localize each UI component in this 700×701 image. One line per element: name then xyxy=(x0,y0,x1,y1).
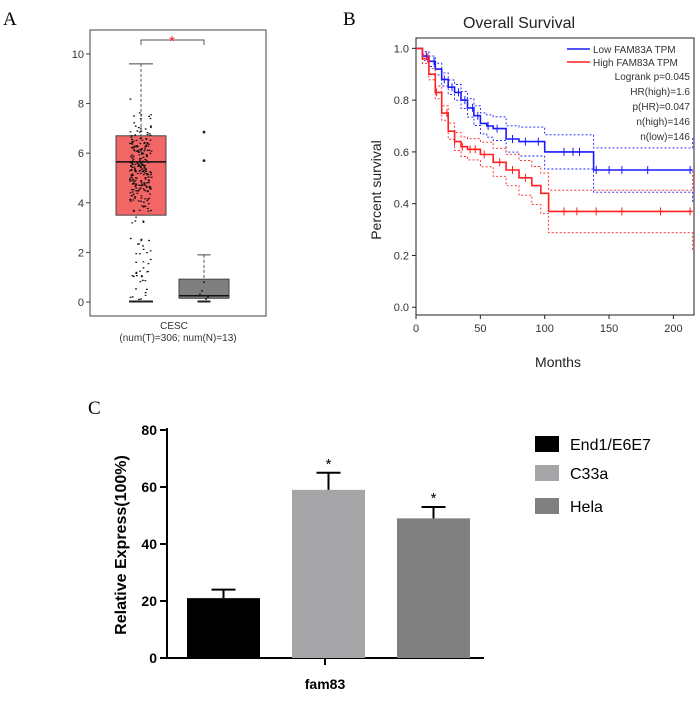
significance-star-1: * xyxy=(326,456,332,473)
bar-2 xyxy=(397,518,470,658)
y-tick-label: 0.4 xyxy=(394,199,409,211)
stat-n-low: n(low)=146 xyxy=(640,132,690,143)
legend-label-0: End1/E6E7 xyxy=(570,437,651,454)
legend-label-1: C33a xyxy=(570,466,608,483)
y-tick-label: 0.0 xyxy=(394,302,409,314)
chart-title: Overall Survival xyxy=(463,15,575,32)
legend: End1/E6E7 C33a Hela xyxy=(535,436,651,516)
legend-label-2: Hela xyxy=(570,499,603,516)
x-tick-label: 100 xyxy=(536,323,554,335)
significance-star: * xyxy=(169,33,175,50)
y-tick-label: 2 xyxy=(78,247,84,259)
x-tick-label: 50 xyxy=(474,323,486,335)
normal-point xyxy=(201,290,203,292)
y-tick-label: 1.0 xyxy=(394,43,409,55)
legend-low: Low FAM83A TPM xyxy=(593,45,676,56)
normal-outlier xyxy=(203,159,206,162)
bar-panel: 0 20 40 60 80 * * fam83 Relative Express(100%… xyxy=(113,422,651,692)
x-label-cesc: CESC xyxy=(160,321,188,332)
y-tick-label: 0 xyxy=(149,650,157,666)
x-tick-label: 200 xyxy=(664,323,682,335)
legend-swatch-1 xyxy=(535,465,559,481)
y-tick-label: 20 xyxy=(141,593,157,609)
y-tick-label: 80 xyxy=(141,422,157,438)
normal-point xyxy=(207,296,209,298)
bar-1 xyxy=(292,490,365,658)
normal-point xyxy=(205,298,207,300)
panel-label-c: C xyxy=(88,398,101,419)
y-tick-label: 0.8 xyxy=(394,95,409,107)
y-tick-label: 60 xyxy=(141,479,157,495)
x-tick-label: 150 xyxy=(600,323,618,335)
y-tick-label: 40 xyxy=(141,536,157,552)
y-tick-label: 6 xyxy=(78,148,84,160)
low-censor-ticks xyxy=(426,52,690,174)
legend-swatch-2 xyxy=(535,498,559,514)
stat-logrank: Logrank p=0.045 xyxy=(615,72,691,83)
legend-swatch-0 xyxy=(535,436,559,452)
legend-high: High FAM83A TPM xyxy=(593,58,678,69)
panel-label-a: A xyxy=(3,9,17,30)
y-tick-label: 10 xyxy=(72,49,84,61)
y-tick-label: 8 xyxy=(78,99,84,111)
y-tick-label: 0.2 xyxy=(394,250,409,262)
y-tick-label: 4 xyxy=(78,198,84,210)
boxplot-panel: 0 2 4 6 8 10 CESC (num(T)=306; num(N)=13) * xyxy=(72,30,266,344)
normal-outlier xyxy=(203,131,206,134)
x-tick-label: 0 xyxy=(413,323,419,335)
x-label-counts: (num(T)=306; num(N)=13) xyxy=(119,333,236,344)
x-axis-title: Months xyxy=(535,354,581,370)
y-tick-label: 0.6 xyxy=(394,147,409,159)
significance-star-2: * xyxy=(431,490,437,507)
stat-phr: p(HR)=0.047 xyxy=(632,102,690,113)
normal-point xyxy=(203,281,205,283)
stat-hr: HR(high)=1.6 xyxy=(630,87,690,98)
x-group-label: fam83 xyxy=(305,676,346,692)
bar-0 xyxy=(187,598,260,658)
figure: A 0 2 4 6 8 10 CESC (num(T)=306; num(N)=13) *… xyxy=(0,0,700,701)
normal-point xyxy=(199,294,201,296)
survival-panel: Overall Survival 0 50 100 150 200 0.0 0.2 0.4 0.… xyxy=(368,15,694,370)
legend: Low FAM83A TPM High FAM83A TPM Logrank p… xyxy=(567,45,690,143)
y-tick-label: 0 xyxy=(78,297,84,309)
y-axis-title: Relative Express(100%) xyxy=(113,455,130,635)
y-axis-title: Percent survival xyxy=(368,140,384,240)
stat-n-high: n(high)=146 xyxy=(636,117,690,128)
tumor-box xyxy=(116,136,166,215)
panel-label-b: B xyxy=(343,9,356,30)
